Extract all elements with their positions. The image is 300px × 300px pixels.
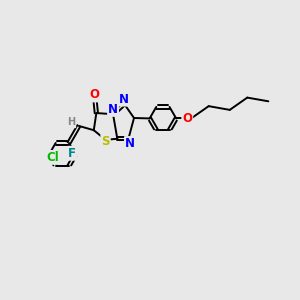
Text: N: N [119, 93, 129, 106]
Text: Cl: Cl [46, 151, 59, 164]
Text: F: F [68, 147, 76, 160]
Text: H: H [67, 117, 75, 128]
Text: N: N [125, 137, 135, 150]
Text: O: O [90, 88, 100, 101]
Text: N: N [108, 103, 118, 116]
Text: O: O [182, 112, 192, 125]
Text: S: S [101, 135, 110, 148]
